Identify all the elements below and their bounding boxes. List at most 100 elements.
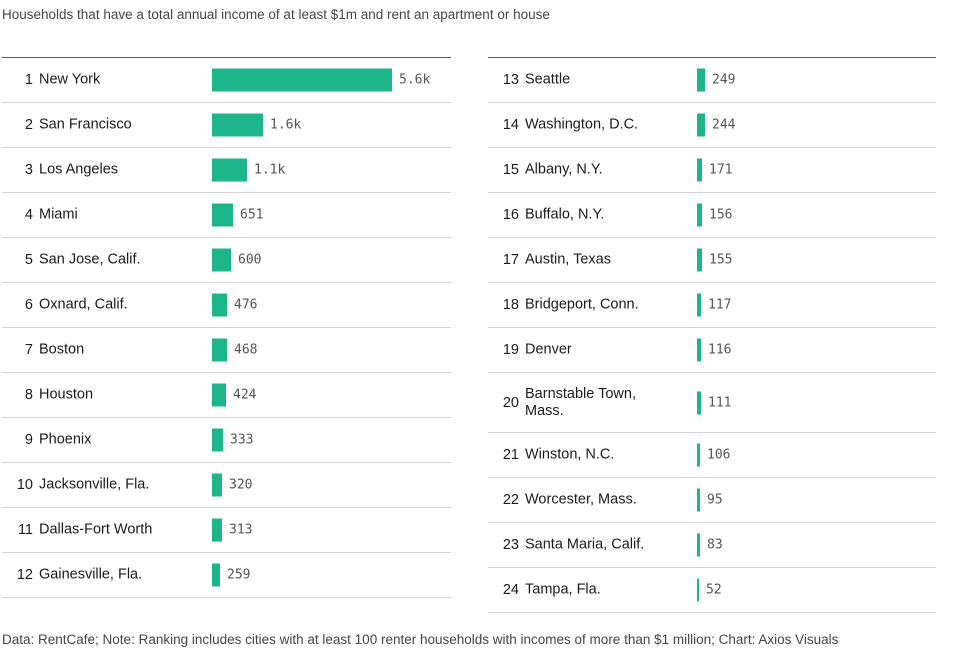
value-label: 249 — [712, 72, 736, 88]
value-label: 333 — [230, 432, 254, 448]
table-row: 8 Houston 424 — [2, 373, 451, 418]
rows-left: 1 New York 5.6k 2 San Francisco 1.6k 3 Los Ange… — [2, 58, 451, 598]
bar — [212, 473, 222, 497]
city-label: Winston, N.C. — [525, 446, 615, 463]
value-label: 111 — [708, 395, 732, 410]
table-row: 7 Boston 468 — [2, 328, 451, 373]
table-row: 20 Barnstable Town, Mass. 111 — [488, 373, 936, 433]
bar — [697, 203, 702, 227]
table-row: 17 Austin, Texas 155 — [488, 238, 936, 283]
table-row: 21 Winston, N.C. 106 — [488, 433, 936, 478]
bar — [697, 293, 701, 317]
value-label: 313 — [229, 522, 253, 538]
rows-right: 13 Seattle 249 14 Washington, D.C. 244 15 Alban… — [488, 58, 936, 613]
table-row: 16 Buffalo, N.Y. 156 — [488, 193, 936, 238]
rank-label: 10 — [16, 477, 33, 493]
city-label: Denver — [525, 341, 572, 358]
rank-label: 5 — [24, 252, 33, 268]
value-label: 424 — [233, 387, 257, 403]
value-label: 95 — [707, 492, 723, 508]
value-label: 476 — [234, 297, 258, 313]
city-label: Houston — [39, 386, 94, 403]
value-label: 1.1k — [254, 162, 286, 178]
value-label: 1.6k — [270, 117, 302, 133]
value-label: 259 — [227, 567, 251, 583]
table-row: 14 Washington, D.C. 244 — [488, 103, 936, 148]
city-label: Phoenix — [39, 431, 92, 448]
city-label: Worcester, Mass. — [525, 491, 637, 508]
bar — [212, 248, 231, 272]
rank-label: 2 — [24, 117, 33, 133]
table-row: 3 Los Angeles 1.1k — [2, 148, 451, 193]
city-label: Bridgeport, Conn. — [525, 296, 639, 313]
rank-label: 21 — [502, 447, 519, 463]
rank-label: 6 — [24, 297, 33, 313]
value-label: 83 — [707, 537, 723, 553]
chart-panel-left: 1 New York 5.6k 2 San Francisco 1.6k 3 Los Ange… — [2, 57, 451, 598]
city-label: Buffalo, N.Y. — [525, 206, 605, 223]
bar — [697, 443, 700, 467]
table-row: 6 Oxnard, Calif. 476 — [2, 283, 451, 328]
rank-label: 8 — [24, 387, 33, 403]
bar — [212, 383, 226, 407]
value-label: 600 — [238, 252, 262, 268]
rank-label: 23 — [502, 537, 519, 553]
table-row: 4 Miami 651 — [2, 193, 451, 238]
value-label: 244 — [712, 117, 736, 133]
value-label: 106 — [707, 447, 731, 463]
value-label: 52 — [706, 582, 722, 598]
rank-label: 22 — [502, 492, 519, 508]
bar — [212, 68, 392, 92]
bar — [697, 113, 705, 137]
city-label: Gainesville, Fla. — [39, 566, 143, 583]
rank-label: 20 — [502, 394, 519, 411]
bar — [212, 338, 227, 362]
bar — [697, 391, 701, 414]
city-label: Oxnard, Calif. — [39, 296, 128, 313]
rank-label: 19 — [502, 342, 519, 358]
city-label: Seattle — [525, 71, 571, 88]
city-label: San Francisco — [39, 116, 132, 133]
bar — [697, 488, 700, 512]
city-label: Washington, D.C. — [525, 116, 639, 133]
city-label: Jacksonville, Fla. — [39, 476, 150, 493]
bar — [212, 518, 222, 542]
panel-top-rule — [488, 57, 936, 58]
table-row: 15 Albany, N.Y. 171 — [488, 148, 936, 193]
table-row: 10 Jacksonville, Fla. 320 — [2, 463, 451, 508]
table-row: 13 Seattle 249 — [488, 58, 936, 103]
rank-label: 16 — [502, 207, 519, 223]
bar — [212, 113, 263, 137]
table-row: 24 Tampa, Fla. 52 — [488, 568, 936, 613]
bar — [697, 68, 705, 92]
table-row: 9 Phoenix 333 — [2, 418, 451, 463]
value-label: 117 — [708, 297, 732, 313]
city-label: Santa Maria, Calif. — [525, 536, 645, 553]
table-row: 2 San Francisco 1.6k — [2, 103, 451, 148]
rank-label: 7 — [24, 342, 33, 358]
city-label: San Jose, Calif. — [39, 251, 141, 268]
bar — [212, 203, 233, 227]
rank-label: 14 — [502, 117, 519, 133]
value-label: 468 — [234, 342, 258, 358]
value-label: 156 — [709, 207, 733, 223]
value-label: 320 — [229, 477, 253, 493]
city-label: Tampa, Fla. — [525, 581, 601, 598]
city-label: Albany, N.Y. — [525, 161, 603, 178]
table-row: 19 Denver 116 — [488, 328, 936, 373]
city-label: New York — [39, 71, 101, 88]
value-label: 651 — [240, 207, 264, 223]
table-row: 18 Bridgeport, Conn. 117 — [488, 283, 936, 328]
chart-subtitle: Households that have a total annual inco… — [2, 7, 550, 22]
table-row: 1 New York 5.6k — [2, 58, 451, 103]
rank-label: 24 — [502, 582, 519, 598]
table-row: 5 San Jose, Calif. 600 — [2, 238, 451, 283]
table-row: 23 Santa Maria, Calif. 83 — [488, 523, 936, 568]
value-label: 116 — [708, 342, 732, 358]
value-label: 171 — [709, 162, 733, 178]
bar — [697, 338, 701, 362]
panel-top-rule — [2, 57, 451, 58]
city-label: Los Angeles — [39, 161, 119, 178]
city-label: Miami — [39, 206, 78, 223]
chart-source-note: Data: RentCafe; Note: Ranking includes c… — [2, 632, 839, 647]
